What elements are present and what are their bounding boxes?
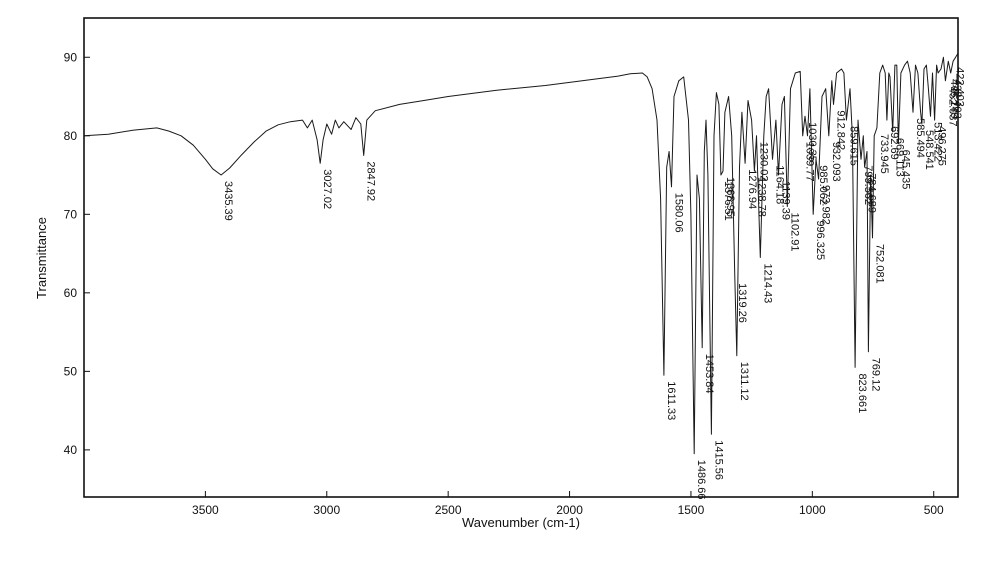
peak-label: 973.982 (820, 185, 832, 225)
peak-label: 669.113 (894, 138, 906, 177)
series-layer (83, 53, 959, 455)
peak-label: 733.945 (878, 134, 890, 174)
peak-label: 1164.18 (773, 165, 785, 204)
peak-label: 2847.92 (365, 161, 377, 201)
peak-label: 513.422 (932, 122, 944, 162)
peak-label: 799.562 (862, 165, 874, 205)
peak-label: 752.081 (874, 244, 886, 284)
x-tick-label: 2000 (556, 503, 583, 517)
peak-label: 452.037 (946, 87, 958, 127)
peak-label: 1453.84 (703, 354, 715, 394)
peak-label: 548.541 (923, 130, 935, 170)
y-tick-label: 60 (64, 286, 78, 300)
x-tick-label: 2500 (435, 503, 462, 517)
peak-label: 1611.33 (665, 381, 677, 420)
peak-label: 1368.95 (724, 177, 736, 217)
x-tick-label: 1000 (799, 503, 826, 517)
peak-label: 912.842 (835, 110, 847, 150)
peak-label: 585.494 (914, 118, 926, 158)
peak-label: 996.325 (814, 220, 826, 260)
peak-label: 1376.51 (722, 181, 734, 221)
peak-labels: 3435.39 3027.02 2847.92 1611.33 1580.06 1486.… (222, 67, 966, 499)
y-tick-label: 70 (64, 207, 78, 221)
peak-label: 1139.39 (779, 181, 791, 220)
peak-label: 1319.26 (736, 283, 748, 323)
x-tick-label: 3500 (192, 503, 219, 517)
peak-label: 932.093 (830, 142, 842, 182)
peak-label: 784.689 (866, 173, 878, 213)
peak-label: 645.435 (899, 150, 911, 190)
peak-label: 496.275 (936, 126, 948, 166)
x-axis-ticks: 3500 3000 2500 2000 1500 1000 500 (192, 491, 944, 517)
peak-label: 1230.02 (758, 142, 770, 182)
peak-label: 432.403 (951, 79, 963, 119)
peak-label: 1276.94 (746, 169, 758, 209)
plot-frame (83, 17, 959, 498)
y-tick-label: 40 (64, 443, 78, 457)
peak-label: 422.403 (954, 67, 966, 107)
peak-label: 1238.78 (755, 177, 767, 217)
peak-label: 1415.56 (712, 440, 724, 480)
peak-label: 1030.35 (806, 122, 818, 162)
peak-label: 1486.66 (695, 460, 707, 500)
y-axis-ticks: 40 50 60 70 80 90 (64, 50, 90, 457)
peak-label: 1102.91 (788, 213, 800, 252)
x-tick-label: 500 (924, 503, 944, 517)
x-axis-title: Wavenumber (cm-1) (462, 515, 580, 530)
x-tick-label: 3000 (313, 503, 340, 517)
peak-label: 1214.43 (761, 263, 773, 303)
y-tick-label: 90 (64, 50, 78, 64)
y-tick-label: 80 (64, 129, 78, 143)
y-tick-label: 50 (64, 364, 78, 378)
peak-label: 1311.12 (738, 362, 750, 401)
peak-label: 692.69 (888, 126, 900, 160)
peak-label: 3435.39 (222, 181, 234, 221)
peak-label: 1039.77 (804, 142, 816, 182)
peak-label: 823.661 (856, 373, 868, 413)
peak-label: 3027.02 (321, 169, 333, 209)
peak-label: 1580.06 (672, 193, 684, 233)
y-axis-title: Transmittance (34, 217, 49, 299)
spectrum-line (83, 53, 959, 455)
peak-label: 446.149 (948, 79, 960, 119)
peak-label: 985.062 (817, 165, 829, 205)
x-tick-label: 1500 (678, 503, 705, 517)
peak-label: 769.12 (869, 358, 881, 392)
peak-label: 859.615 (847, 126, 859, 166)
